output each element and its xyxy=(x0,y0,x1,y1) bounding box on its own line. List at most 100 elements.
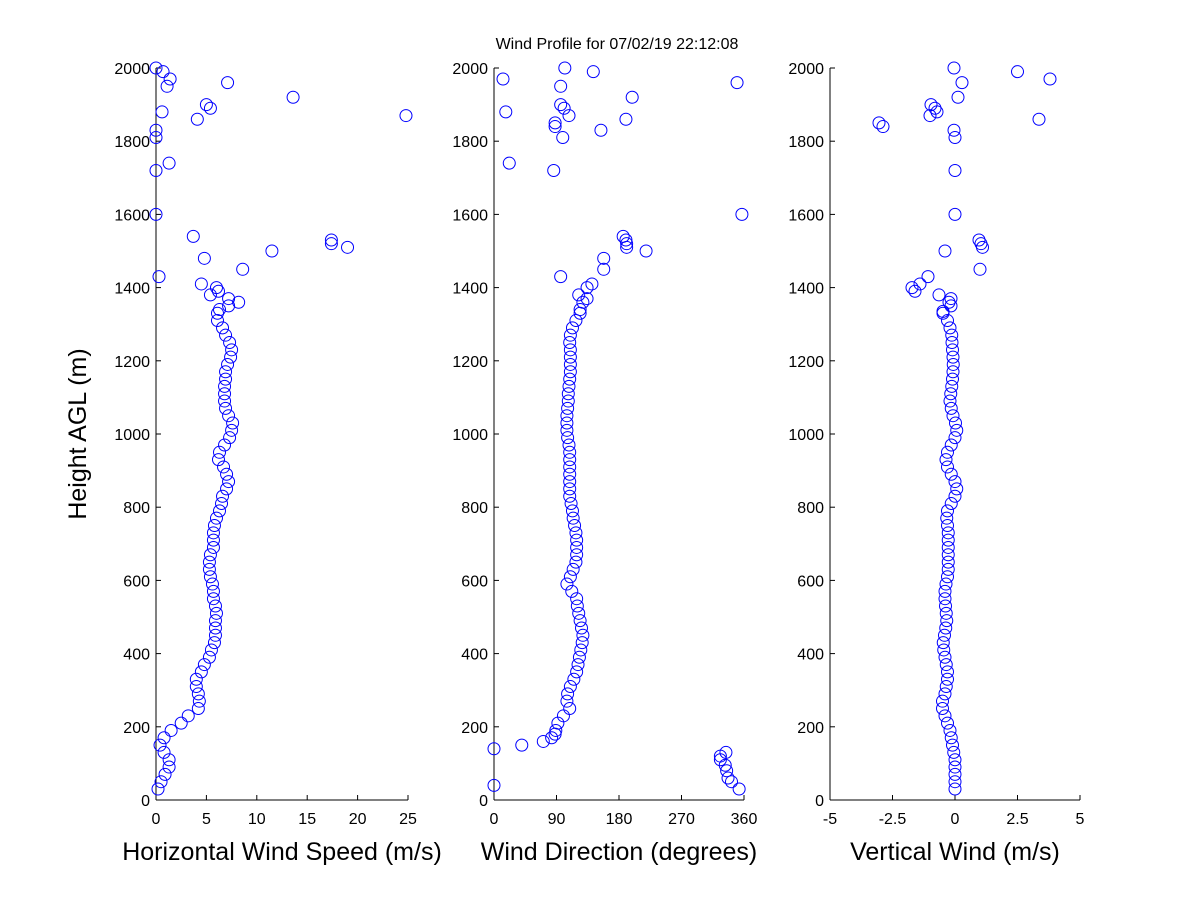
data-point xyxy=(191,702,205,715)
data-point xyxy=(563,680,577,694)
data-point xyxy=(164,723,178,737)
data-point xyxy=(567,672,581,686)
data-point xyxy=(203,101,217,115)
data-point xyxy=(162,753,176,767)
y-tick-label: 400 xyxy=(123,647,150,664)
x-tick-label: 5 xyxy=(1076,811,1085,828)
data-point xyxy=(594,123,608,137)
data-point xyxy=(561,687,575,701)
y-tick-label: 800 xyxy=(797,500,824,517)
y-tick-label: 1200 xyxy=(452,354,488,371)
data-point xyxy=(153,738,167,752)
data-point xyxy=(222,292,236,306)
data-point xyxy=(181,709,195,723)
data-point xyxy=(154,775,168,789)
y-tick-label: 0 xyxy=(815,793,824,810)
data-point xyxy=(597,262,611,276)
data-point xyxy=(199,98,213,112)
data-point xyxy=(216,489,230,503)
data-point xyxy=(946,350,960,364)
y-tick-label: 200 xyxy=(123,720,150,737)
data-point xyxy=(157,745,171,759)
data-point xyxy=(206,540,220,554)
data-point xyxy=(222,299,236,313)
data-point xyxy=(156,65,170,79)
data-point xyxy=(619,233,633,247)
data-point xyxy=(149,61,163,75)
data-point xyxy=(191,687,205,701)
data-point xyxy=(149,131,163,145)
data-point xyxy=(597,251,611,265)
data-point xyxy=(941,445,954,459)
data-point xyxy=(575,636,589,650)
data-point xyxy=(563,328,577,342)
data-point xyxy=(213,504,227,518)
data-point xyxy=(570,540,584,554)
y-tick-label: 1800 xyxy=(114,134,150,151)
data-point xyxy=(207,519,221,532)
y-tick-label: 800 xyxy=(123,500,150,517)
data-point xyxy=(219,365,233,379)
data-point xyxy=(206,526,220,540)
data-point xyxy=(580,281,594,295)
data-point xyxy=(585,277,599,291)
data-point xyxy=(499,105,513,119)
data-point xyxy=(941,460,954,474)
x-tick-label: 90 xyxy=(548,811,566,828)
data-point xyxy=(948,131,962,145)
data-point xyxy=(224,350,238,364)
data-point xyxy=(586,65,600,79)
data-point xyxy=(940,614,954,628)
data-point xyxy=(720,764,734,778)
data-point xyxy=(719,745,733,759)
x-tick-label: 15 xyxy=(298,811,316,828)
data-point xyxy=(554,79,568,93)
data-point xyxy=(502,156,516,170)
data-point xyxy=(160,79,174,93)
y-tick-label: 1000 xyxy=(114,427,150,444)
data-point xyxy=(569,314,583,328)
data-point xyxy=(197,658,211,672)
data-point xyxy=(219,401,233,415)
data-point xyxy=(222,409,236,423)
data-point xyxy=(938,584,952,598)
data-point xyxy=(947,123,961,137)
data-point xyxy=(908,284,922,298)
y-tick-label: 1400 xyxy=(114,281,150,298)
data-point xyxy=(563,343,577,357)
data-point xyxy=(938,650,952,664)
data-point xyxy=(950,423,964,437)
data-point xyxy=(944,299,958,313)
data-point xyxy=(324,237,338,251)
data-point xyxy=(939,621,953,635)
data-point xyxy=(955,76,969,90)
data-point xyxy=(155,105,169,119)
y-tick-label: 2000 xyxy=(114,61,150,78)
data-point xyxy=(948,207,962,221)
data-point xyxy=(563,702,577,715)
data-point xyxy=(220,482,234,496)
data-point xyxy=(948,760,962,774)
data-point xyxy=(157,731,171,745)
data-point xyxy=(547,163,561,177)
data-point xyxy=(557,101,571,115)
data-point xyxy=(210,314,224,328)
data-point xyxy=(951,90,965,104)
data-point xyxy=(560,409,574,423)
data-point xyxy=(948,163,962,177)
data-point xyxy=(206,584,220,598)
data-point xyxy=(208,621,222,635)
y-tick-label: 1200 xyxy=(788,354,824,371)
data-point xyxy=(218,387,232,401)
data-point xyxy=(209,606,223,620)
y-tick-label: 2000 xyxy=(788,61,824,78)
data-point xyxy=(939,606,953,620)
subplot-wind-direction: 0 200 400 600 800 1000 1200 1400 1600 1800 2000 0 90… xyxy=(452,61,757,866)
data-point xyxy=(923,109,937,123)
data-point xyxy=(947,61,961,75)
data-point xyxy=(941,672,954,686)
data-point xyxy=(948,775,962,789)
data-point xyxy=(569,526,583,540)
data-point xyxy=(152,270,166,284)
